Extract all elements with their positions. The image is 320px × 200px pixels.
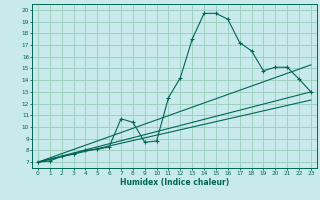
X-axis label: Humidex (Indice chaleur): Humidex (Indice chaleur) <box>120 178 229 187</box>
